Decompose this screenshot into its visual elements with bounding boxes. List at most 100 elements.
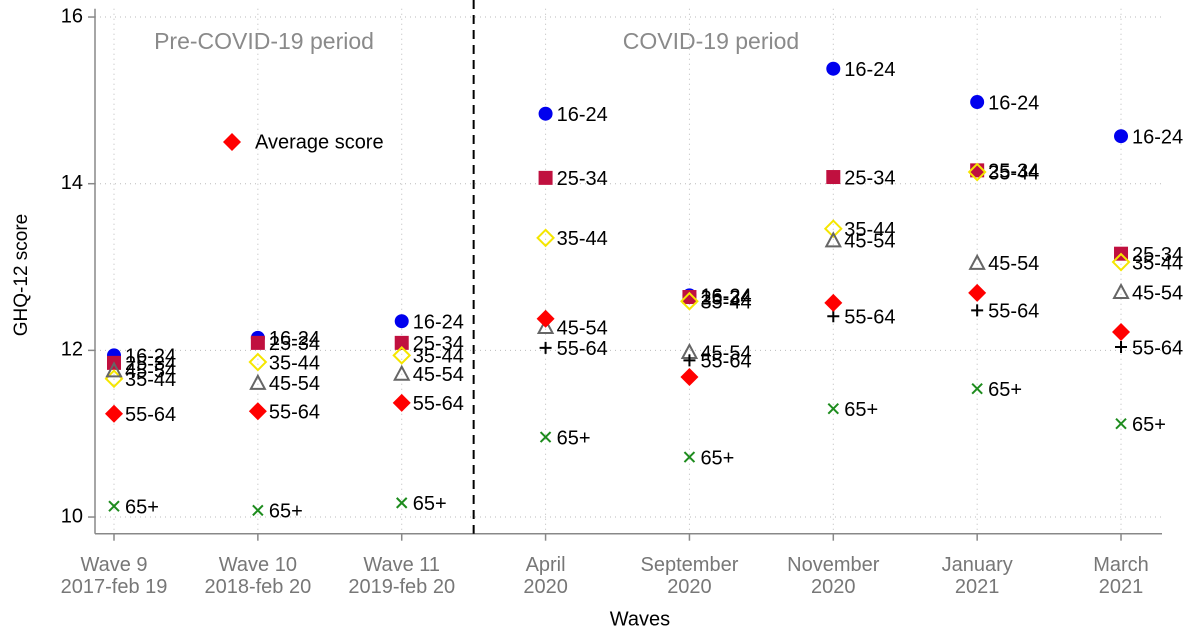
- x-tick-label: April: [526, 554, 566, 576]
- marker: [827, 402, 840, 415]
- marker: [392, 393, 411, 412]
- point-label: 25-34: [700, 287, 751, 309]
- point-label: 55-64: [413, 393, 464, 415]
- y-tick-label: 12: [61, 339, 83, 361]
- marker: [250, 335, 265, 350]
- marker: [392, 345, 412, 365]
- marker: [394, 314, 409, 329]
- marker: [967, 162, 987, 182]
- point-label: 35-44: [700, 291, 751, 313]
- point-label: 25-34: [844, 167, 895, 189]
- point-label: 45-54: [413, 364, 464, 386]
- x-tick-label: January: [942, 554, 1013, 576]
- point-label: 45-54: [700, 342, 751, 364]
- point-label: 25-34: [988, 161, 1039, 183]
- x-tick-label: Wave 9: [80, 554, 147, 576]
- point-label: 16-24: [1132, 126, 1183, 148]
- marker: [396, 497, 408, 509]
- marker: [1114, 129, 1129, 144]
- point-label: 55-64: [269, 401, 320, 423]
- point-label: 65+: [413, 493, 447, 515]
- marker: [248, 352, 268, 372]
- point-label: 35-44: [844, 219, 895, 241]
- marker: [394, 335, 409, 350]
- marker: [968, 253, 986, 270]
- period-label: Pre-COVID-19 period: [154, 28, 374, 54]
- marker: [1112, 323, 1131, 342]
- point-label: 25-34: [1132, 244, 1183, 266]
- x-tick-label: 2021: [955, 576, 1000, 598]
- marker: [683, 451, 696, 463]
- point-label: 16-24: [844, 59, 895, 81]
- marker: [108, 500, 120, 512]
- marker: [538, 170, 553, 185]
- point-label: 25-34: [125, 353, 176, 375]
- marker: [1115, 417, 1127, 430]
- x-tick-label: Wave 10: [219, 554, 297, 576]
- legend-label: Average score: [255, 131, 384, 153]
- x-tick-label: September: [641, 554, 739, 576]
- marker: [682, 290, 697, 305]
- point-label: 65+: [1132, 414, 1166, 436]
- point-label: 35-44: [557, 228, 608, 250]
- marker: [968, 283, 987, 302]
- marker: [824, 231, 842, 248]
- point-label: 16-24: [125, 346, 176, 368]
- x-tick-label: 2021: [1099, 576, 1144, 598]
- marker: [680, 368, 699, 387]
- marker: [971, 382, 983, 395]
- marker: [393, 364, 411, 381]
- point-label: 45-54: [844, 231, 895, 253]
- point-label: 45-54: [125, 361, 176, 383]
- point-label: 25-34: [413, 333, 464, 355]
- point-label: 55-64: [988, 301, 1039, 323]
- marker: [823, 219, 843, 239]
- y-tick-label: 14: [61, 172, 83, 194]
- point-label: 65+: [269, 501, 303, 523]
- x-tick-label: 2018-feb 20: [204, 576, 311, 598]
- x-tick-label: 2020: [523, 576, 568, 598]
- x-tick-label: 2019-feb 20: [348, 576, 455, 598]
- point-label: 55-64: [557, 338, 608, 360]
- point-label: 45-54: [988, 253, 1039, 275]
- point-label: 45-54: [1132, 282, 1183, 304]
- x-tick-label: 2020: [667, 576, 712, 598]
- marker: [970, 95, 985, 110]
- marker: [683, 354, 696, 367]
- point-label: 35-44: [413, 346, 464, 368]
- x-tick-label: 2020: [811, 576, 856, 598]
- marker: [971, 304, 984, 317]
- point-label: 55-64: [125, 404, 176, 426]
- marker: [539, 431, 552, 443]
- x-tick-label: Wave 11: [363, 554, 440, 576]
- marker: [824, 293, 843, 312]
- point-label: 55-64: [1132, 337, 1183, 359]
- marker: [105, 404, 123, 423]
- point-label: 16-24: [700, 286, 751, 308]
- point-label: 16-24: [988, 92, 1039, 114]
- marker: [1111, 252, 1131, 272]
- marker: [536, 228, 555, 248]
- point-label: 16-24: [557, 104, 608, 126]
- x-tick-label: March: [1093, 554, 1149, 576]
- point-label: 65+: [557, 427, 591, 449]
- x-axis-title: Waves: [610, 608, 670, 630]
- point-label: 45-54: [557, 317, 608, 339]
- point-label: 35-44: [125, 369, 176, 391]
- y-tick-label: 10: [61, 505, 83, 527]
- marker: [539, 341, 552, 354]
- marker: [826, 61, 841, 76]
- marker: [536, 309, 555, 328]
- point-label: 35-44: [269, 352, 320, 374]
- y-tick-label: 16: [61, 5, 83, 27]
- x-tick-label: 2017-feb 19: [61, 576, 168, 598]
- marker: [252, 504, 264, 517]
- point-label: 25-34: [269, 333, 320, 355]
- marker: [827, 310, 840, 323]
- period-label: COVID-19 period: [623, 28, 799, 54]
- point-label: 55-64: [844, 306, 895, 328]
- point-label: 65+: [988, 379, 1022, 401]
- marker: [249, 373, 267, 390]
